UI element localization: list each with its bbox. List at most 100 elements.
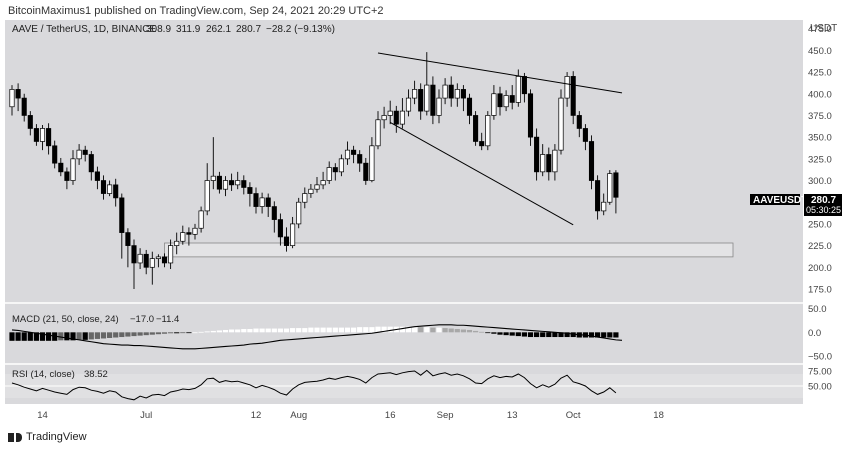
macd-histogram-bar <box>27 332 33 341</box>
candle-body-up <box>70 158 76 181</box>
candle <box>33 124 39 146</box>
candle <box>247 182 253 207</box>
macd-histogram-bar <box>534 332 540 338</box>
time-tick-label: Oct <box>566 410 581 421</box>
macd-histogram-bar <box>241 329 247 333</box>
candle <box>174 232 180 255</box>
candle <box>424 52 430 116</box>
candle-body-up <box>540 154 546 173</box>
candle-body-down <box>229 180 235 186</box>
candle-body-down <box>460 89 466 99</box>
price-tick-label: 375.0 <box>808 111 832 122</box>
candle <box>430 76 436 125</box>
candle-body-down <box>351 149 357 155</box>
candle <box>113 178 119 207</box>
candle-body-up <box>137 253 143 264</box>
wedge-resistance-line <box>377 52 623 94</box>
candle-body-up <box>235 180 241 186</box>
candle-body-down <box>253 193 259 207</box>
macd-histogram-bar <box>296 328 302 333</box>
macd-histogram-bar <box>222 329 229 333</box>
rsi-pane[interactable] <box>5 369 803 401</box>
candle <box>46 123 52 155</box>
candle-body-down <box>527 93 534 138</box>
candle-body-up <box>344 149 351 160</box>
candle-body-down <box>479 141 485 147</box>
candle <box>485 111 491 151</box>
macd-value: −17.0 <box>130 314 154 325</box>
candle-body-down <box>534 136 540 173</box>
candle <box>521 72 527 103</box>
price-tick-label: 300.0 <box>808 176 832 187</box>
candle-body-down <box>546 154 552 173</box>
candle-body-up <box>381 115 387 121</box>
macd-histogram-bar <box>283 328 290 333</box>
candle <box>137 248 143 270</box>
candle <box>344 141 351 165</box>
candle <box>448 76 454 107</box>
macd-line <box>11 324 623 350</box>
price-pane[interactable] <box>9 52 734 289</box>
candle-body-up <box>9 89 15 108</box>
macd-histogram-bar <box>357 327 363 333</box>
candle <box>369 137 375 183</box>
candle-body-up <box>210 175 216 181</box>
candle <box>119 193 125 259</box>
macd-histogram-bar <box>503 332 509 336</box>
candle-body-up <box>302 193 308 203</box>
candle <box>271 201 277 233</box>
last-price-label[interactable]: AAVEUSDT 280.7 05:30:25 <box>750 194 842 216</box>
price-tick-label: 250.0 <box>808 219 832 230</box>
macd-histogram-bar <box>64 332 70 341</box>
candle-body-up <box>369 145 375 181</box>
macd-histogram-bar <box>33 332 39 341</box>
candle-body-down <box>473 115 479 142</box>
candle-body-down <box>357 154 363 164</box>
macd-histogram-bar <box>387 326 393 333</box>
candle-body-down <box>497 93 503 108</box>
candle <box>222 176 229 197</box>
candle-body-up <box>259 197 265 207</box>
macd-histogram-bar <box>39 332 46 341</box>
price-tick-label: 425.0 <box>808 68 832 79</box>
candle <box>466 93 473 125</box>
candle <box>534 128 540 181</box>
candle-body-up <box>338 158 344 173</box>
candle-body-up <box>204 180 210 212</box>
candle <box>552 144 558 181</box>
candle-body-down <box>393 110 399 125</box>
support-zone[interactable] <box>164 242 734 258</box>
candle <box>21 93 27 122</box>
candle <box>161 253 168 268</box>
time-axis[interactable]: 14 Jul 12 Aug 16 Sep 13 Oct 18 <box>37 410 664 421</box>
macd-histogram-bar <box>399 326 405 333</box>
macd-signal-value: −11.4 <box>156 314 179 325</box>
candle <box>338 154 344 177</box>
macd-histogram-bar <box>369 327 375 333</box>
candle-body-up <box>387 110 393 116</box>
macd-histogram-bar <box>588 332 595 338</box>
candle-body-down <box>588 141 595 181</box>
candle <box>283 227 290 252</box>
candle-body-down <box>332 167 338 173</box>
price-tick-label: 350.0 <box>808 133 832 144</box>
macd-pane[interactable] <box>9 324 623 350</box>
candle <box>308 183 314 198</box>
candle <box>277 213 283 246</box>
candle-body-down <box>161 256 168 264</box>
macd-histogram-bar <box>485 332 491 334</box>
macd-histogram-bar <box>363 327 369 333</box>
macd-histogram-bar <box>143 332 149 336</box>
candle <box>326 161 332 184</box>
candle <box>479 132 485 151</box>
tradingview-footer[interactable]: TradingView <box>8 431 87 443</box>
candle-body-down <box>58 162 64 173</box>
candle <box>527 89 534 146</box>
candle-body-up <box>412 89 418 99</box>
candle <box>290 216 296 249</box>
candle <box>393 105 399 133</box>
candle-body-up <box>308 188 314 194</box>
price-tick-label: 200.0 <box>808 263 832 274</box>
macd-histogram-bar <box>174 332 180 334</box>
